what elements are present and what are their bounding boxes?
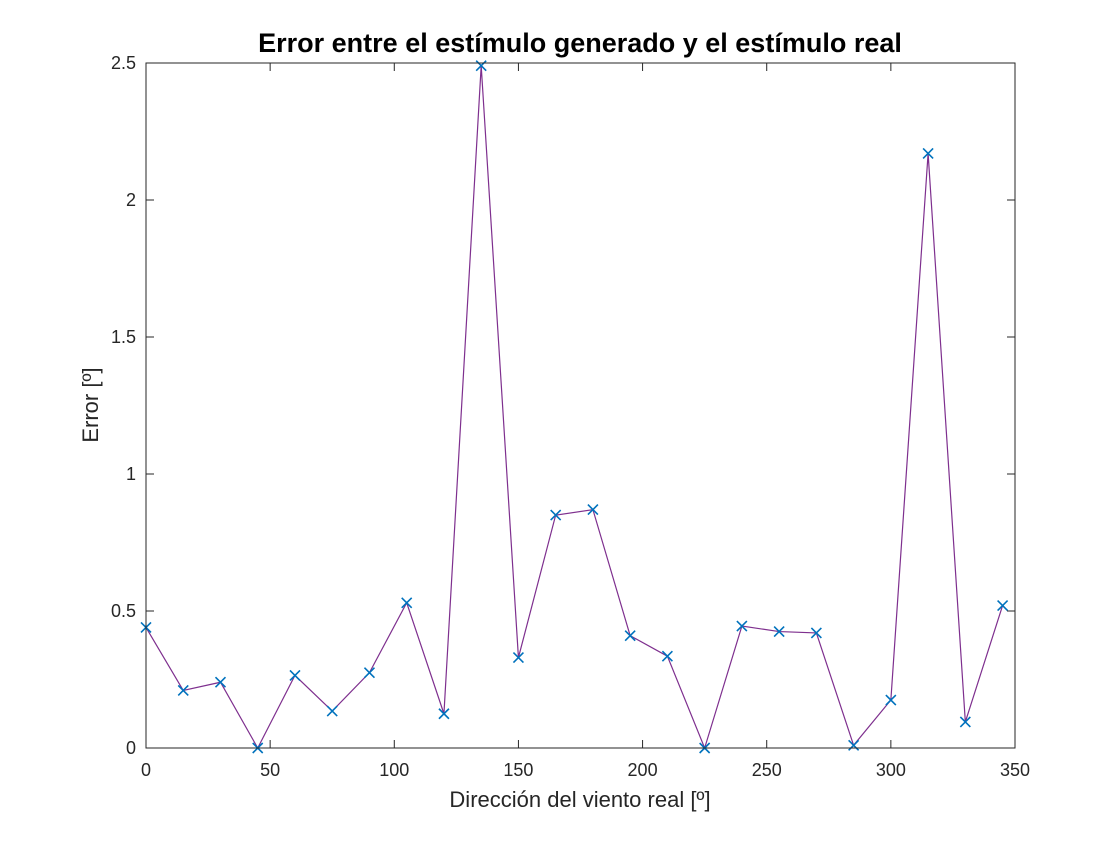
x-tick-label: 250 [752,760,782,780]
data-point-marker [810,627,822,639]
data-point-marker [922,147,934,159]
data-point-marker [587,504,599,516]
chart-title: Error entre el estímulo generado y el es… [258,28,902,58]
data-point-marker [326,705,338,717]
x-tick-label: 0 [141,760,151,780]
y-tick-label: 1.5 [111,327,136,347]
data-point-marker [475,60,487,72]
data-point-marker [214,676,227,688]
x-tick-label: 50 [260,760,280,780]
data-point-marker [661,650,673,662]
data-point-marker [289,669,301,681]
series-layer [140,60,1009,754]
data-point-marker [363,667,376,679]
plot-area [146,63,1015,748]
x-tick-label: 200 [628,760,658,780]
x-tick-label: 350 [1000,760,1030,780]
y-tick-label: 0.5 [111,601,136,621]
x-tick-label: 100 [379,760,409,780]
axes-box [145,62,1016,749]
data-point-marker [550,509,562,521]
tick-labels-layer: 0 50 100 150 200 250 300 350 0 0.5 1 1.5 2 2.5 [111,53,1030,780]
data-point-marker [512,652,524,664]
x-tick-label: 150 [503,760,533,780]
y-tick-label: 2.5 [111,53,136,73]
data-point-marker [624,630,636,642]
data-point-marker [438,708,450,720]
y-tick-label: 0 [126,738,136,758]
data-point-marker [997,599,1009,612]
data-point-marker [885,694,897,706]
data-point-marker [177,684,189,697]
x-axis-label: Dirección del viento real [º] [449,787,710,812]
series-line [145,65,1004,750]
y-tick-label: 1 [126,464,136,484]
data-point-marker [736,620,748,632]
data-point-marker [773,625,785,638]
data-point-marker [401,597,413,609]
data-point-marker [848,739,860,751]
axes-layer [145,62,1016,749]
y-tick-label: 2 [126,190,136,210]
x-tick-label: 300 [876,760,906,780]
data-point-marker [959,716,971,728]
y-axis-label: Error [º] [78,367,103,442]
